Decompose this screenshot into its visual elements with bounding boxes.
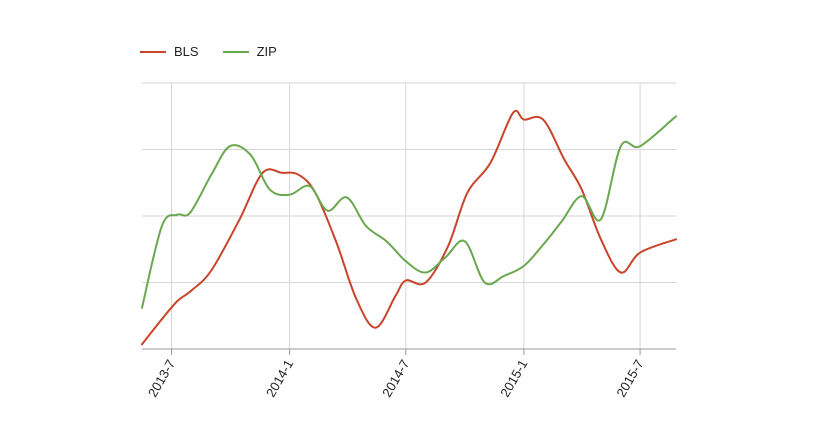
series-line-zip bbox=[141, 115, 677, 309]
x-tick-label-0: 2013-7 bbox=[145, 357, 178, 400]
x-tick-label-1: 2014-1 bbox=[263, 357, 296, 400]
legend-item-bls[interactable]: BLS bbox=[140, 44, 199, 59]
legend-swatch-bls bbox=[140, 50, 166, 53]
x-tick-label-3: 2015-1 bbox=[497, 357, 530, 400]
legend-item-zip[interactable]: ZIP bbox=[222, 44, 277, 59]
x-tick-label-4: 2015-7 bbox=[613, 357, 646, 400]
series-line-bls bbox=[141, 109, 677, 346]
legend-label-zip: ZIP bbox=[256, 44, 277, 59]
legend: BLS ZIP bbox=[140, 44, 277, 59]
x-tick-label-2: 2014-7 bbox=[379, 357, 412, 400]
legend-label-bls: BLS bbox=[174, 44, 199, 59]
legend-swatch-zip bbox=[222, 50, 249, 53]
